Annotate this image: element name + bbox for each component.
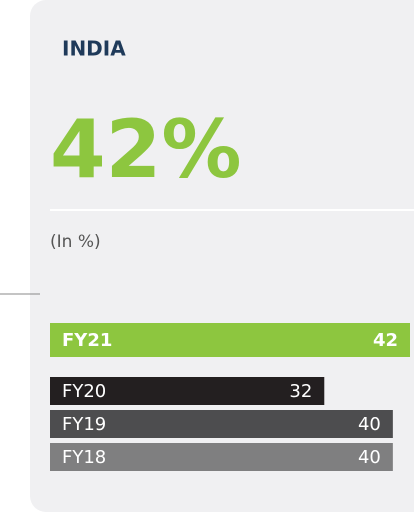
category-label: FY20 xyxy=(62,381,106,402)
value-label: 40 xyxy=(358,447,381,468)
value-label: 42 xyxy=(373,330,398,351)
bar xyxy=(50,377,325,405)
chart-title: INDIA xyxy=(62,37,126,61)
bar xyxy=(50,323,410,357)
category-label: FY19 xyxy=(62,414,106,435)
headline-value: 42% xyxy=(50,103,241,196)
value-label: 32 xyxy=(289,381,312,402)
subtitle: (In %) xyxy=(50,232,101,252)
category-label: FY21 xyxy=(62,330,112,351)
bar xyxy=(50,410,393,438)
bar xyxy=(50,443,393,471)
value-label: 40 xyxy=(358,414,381,435)
category-label: FY18 xyxy=(62,447,106,468)
